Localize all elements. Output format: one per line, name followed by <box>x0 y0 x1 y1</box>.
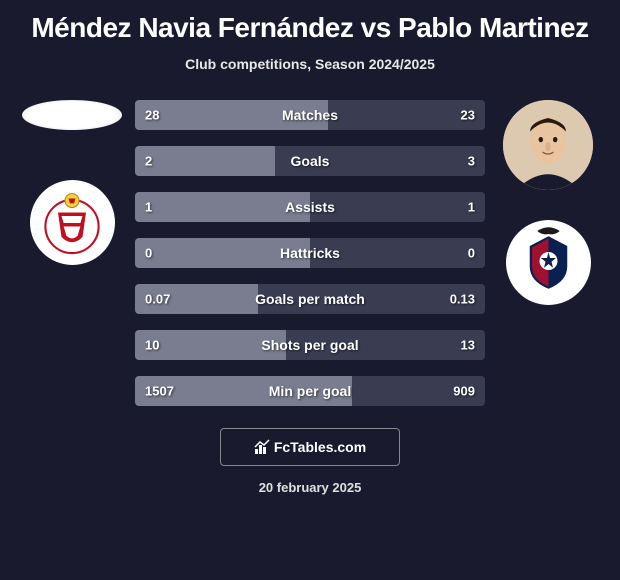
subtitle: Club competitions, Season 2024/2025 <box>185 56 435 72</box>
stat-row: 1507 Min per goal 909 <box>135 376 485 406</box>
stat-row: 2 Goals 3 <box>135 146 485 176</box>
stat-row: 10 Shots per goal 13 <box>135 330 485 360</box>
chart-icon <box>254 439 270 455</box>
left-player-column <box>17 100 127 406</box>
stat-row: 0.07 Goals per match 0.13 <box>135 284 485 314</box>
stat-label: Hattricks <box>280 245 340 261</box>
comparison-area: 28Matches232Goals31Assists10Hattricks00.… <box>10 100 610 406</box>
stat-right-value: 3 <box>468 154 475 169</box>
stat-label: Goals per match <box>255 291 365 307</box>
stat-row: 1 Assists 1 <box>135 192 485 222</box>
bar-right-segment <box>310 192 485 222</box>
stat-right-value: 909 <box>453 384 475 399</box>
stat-left-value: 0.07 <box>145 292 170 307</box>
stat-left-value: 28 <box>145 108 159 123</box>
left-club-badge <box>30 180 115 265</box>
stat-bars: 28Matches232Goals31Assists10Hattricks00.… <box>135 100 485 406</box>
levante-crest-icon <box>511 225 586 300</box>
stat-left-value: 10 <box>145 338 159 353</box>
stat-right-value: 13 <box>461 338 475 353</box>
stat-right-value: 0.13 <box>450 292 475 307</box>
stat-left-value: 0 <box>145 246 152 261</box>
stat-right-value: 0 <box>468 246 475 261</box>
branding-text: FcTables.com <box>274 439 366 455</box>
stat-label: Min per goal <box>269 383 351 399</box>
stat-right-value: 1 <box>468 200 475 215</box>
stat-left-value: 2 <box>145 154 152 169</box>
bar-left-segment <box>135 146 275 176</box>
stat-right-value: 23 <box>461 108 475 123</box>
bar-left-segment <box>135 192 310 222</box>
stat-left-value: 1507 <box>145 384 174 399</box>
stat-row: 0 Hattricks 0 <box>135 238 485 268</box>
sporting-crest-icon <box>37 188 107 258</box>
right-player-photo <box>503 100 593 190</box>
stat-label: Shots per goal <box>261 337 358 353</box>
stat-left-value: 1 <box>145 200 152 215</box>
stat-label: Goals <box>291 153 330 169</box>
right-club-badge <box>506 220 591 305</box>
page-title: Méndez Navia Fernández vs Pablo Martinez <box>31 12 588 44</box>
stat-label: Assists <box>285 199 335 215</box>
stat-label: Matches <box>282 107 338 123</box>
footer-date: 20 february 2025 <box>259 480 362 495</box>
stat-row: 28 Matches 23 <box>135 100 485 130</box>
left-player-photo <box>22 100 122 130</box>
right-player-column <box>493 100 603 406</box>
branding-box: FcTables.com <box>220 428 400 466</box>
